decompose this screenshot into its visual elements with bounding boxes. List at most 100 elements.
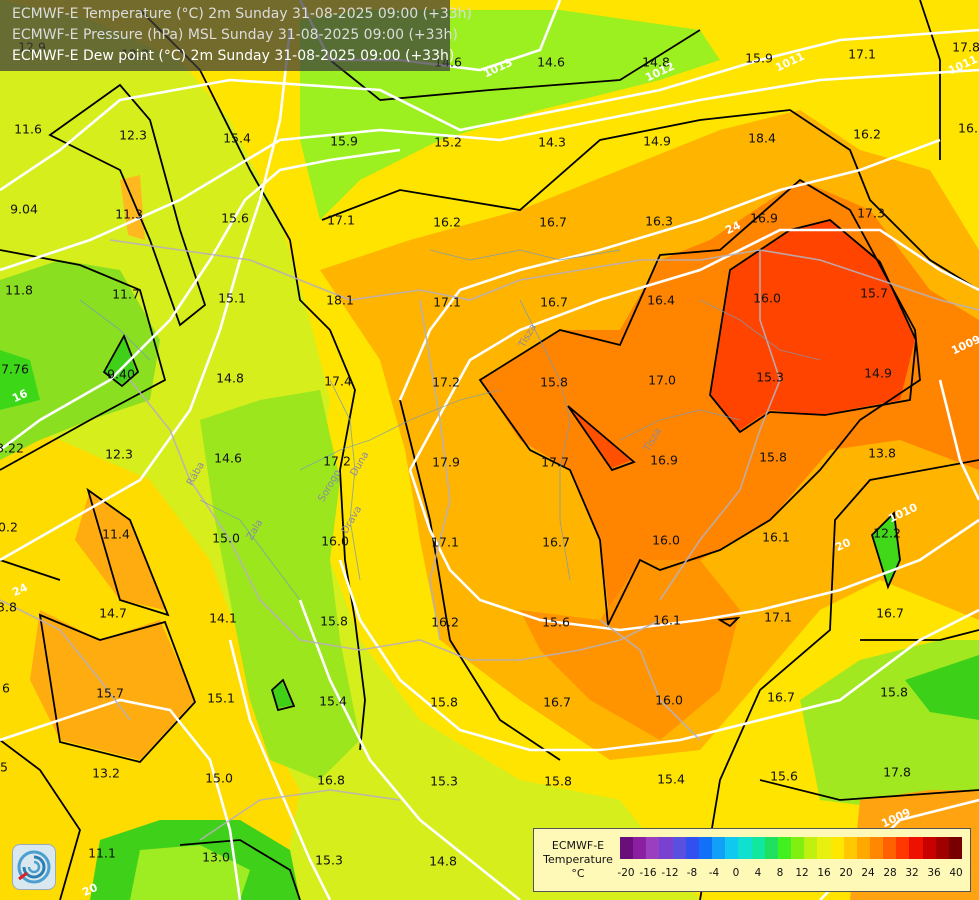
legend-swatch <box>751 837 765 859</box>
station-value: 16.0 <box>753 290 781 306</box>
legend-swatch <box>725 837 739 859</box>
rivers <box>79 249 821 601</box>
station-value: 15.6 <box>221 210 249 226</box>
temp-band-green-west-small <box>0 350 40 410</box>
station-value: 11.7 <box>112 286 140 302</box>
station-value: 15.3 <box>430 773 458 789</box>
station-value: 15.8 <box>430 694 458 710</box>
station-value: 5 <box>0 759 8 775</box>
station-value: 14.6 <box>537 54 565 70</box>
temp-band-red <box>710 220 915 430</box>
country-borders <box>0 239 979 841</box>
legend-swatch <box>948 837 963 859</box>
station-value: 17.8 <box>952 39 979 55</box>
station-value: 16.1 <box>762 529 790 545</box>
legend-swatch <box>817 837 831 859</box>
station-value: 7.76 <box>1 361 29 377</box>
title-panel: ECMWF-E Temperature (°C) 2m Sunday 31-08… <box>0 0 473 71</box>
legend-tick: 24 <box>861 867 875 879</box>
temp-band-green-west <box>0 260 160 460</box>
station-value: 14.3 <box>538 134 566 150</box>
color-legend: ECMWF-E Temperature °C -20 -16 -12 -8 -4 0 4 8 1… <box>533 828 971 892</box>
station-value: 15.2 <box>434 134 462 150</box>
station-value: 15.7 <box>860 285 888 301</box>
station-value: 15.4 <box>319 693 347 709</box>
station-value: 17.4 <box>324 373 352 389</box>
station-value: 9.04 <box>10 201 38 217</box>
station-value: 16.8 <box>317 772 345 788</box>
station-value: 16.2 <box>431 614 459 630</box>
legend-tick: 28 <box>883 867 897 879</box>
temp-band-green-central <box>200 390 360 780</box>
legend-tick: 16 <box>817 867 831 879</box>
legend-title-unit: °C <box>571 867 585 880</box>
legend-color-bar <box>620 837 963 859</box>
legend-swatch <box>896 837 910 859</box>
station-value: 15.1 <box>218 290 246 306</box>
station-value: 15.8 <box>759 449 787 465</box>
temp-band-green-east-small <box>905 655 979 720</box>
station-value: 9.40 <box>107 366 135 382</box>
station-value: 13.0 <box>202 849 230 865</box>
station-value: 16.1 <box>653 612 681 628</box>
temp-band-red-orange-south <box>520 560 740 740</box>
station-value: 14.8 <box>642 54 670 70</box>
station-value: 17.7 <box>541 454 569 470</box>
station-value: 16.7 <box>540 294 568 310</box>
legend-swatch <box>922 837 936 859</box>
station-value: 16.7 <box>876 605 904 621</box>
station-value: 15.3 <box>315 852 343 868</box>
station-value: 11.1 <box>88 845 116 861</box>
station-value: 17.2 <box>432 374 460 390</box>
legend-swatch <box>843 837 857 859</box>
station-value: 12.3 <box>119 127 147 143</box>
legend-swatch <box>935 837 949 859</box>
legend-swatch <box>869 837 884 859</box>
legend-tick: -20 <box>617 867 635 879</box>
station-value: 14.9 <box>864 365 892 381</box>
legend-swatch <box>646 837 660 859</box>
legend-tick: 20 <box>839 867 853 879</box>
station-value: 16.7 <box>542 534 570 550</box>
station-value: 17.1 <box>433 294 461 310</box>
station-value: 15.9 <box>745 50 773 66</box>
station-value: 15.6 <box>770 768 798 784</box>
temp-band-green-small-c <box>272 682 293 708</box>
legend-tick: 36 <box>927 867 941 879</box>
station-value: 15.6 <box>542 614 570 630</box>
temp-band-green-east-small2 <box>872 515 900 585</box>
station-value: 16. <box>958 120 978 136</box>
station-value: 16.0 <box>321 533 349 549</box>
station-value: 15.8 <box>544 773 572 789</box>
temp-band-red-small <box>570 408 632 468</box>
station-value: 11.6 <box>14 121 42 137</box>
legend-title-model: ECMWF-E <box>551 839 605 852</box>
legend-title-variable: Temperature <box>543 853 613 866</box>
station-value: 17.1 <box>431 534 459 550</box>
station-value: 15.7 <box>96 685 124 701</box>
station-value: 15.8 <box>880 684 908 700</box>
legend-swatch <box>620 837 634 859</box>
station-value: 16.3 <box>645 213 673 229</box>
station-value: 17.8 <box>883 764 911 780</box>
legend-swatch <box>738 837 752 859</box>
legend-tick: 12 <box>795 867 809 879</box>
legend-tick: -12 <box>661 867 679 879</box>
station-value: 17.1 <box>848 46 876 62</box>
station-value: 16.2 <box>433 214 461 230</box>
legend-swatch <box>672 837 686 859</box>
station-value: 16.7 <box>539 214 567 230</box>
station-value: 16.7 <box>543 694 571 710</box>
station-value: 17.2 <box>323 453 351 469</box>
legend-swatch <box>633 837 647 859</box>
legend-tick: 4 <box>754 867 762 879</box>
station-value: 16.9 <box>750 210 778 226</box>
legend-swatch <box>883 837 897 859</box>
legend-swatch <box>804 837 818 859</box>
station-value: 14.8 <box>216 370 244 386</box>
title-temperature: ECMWF-E Temperature (°C) 2m Sunday 31-08… <box>12 6 473 22</box>
station-value: 0.2 <box>0 519 18 535</box>
